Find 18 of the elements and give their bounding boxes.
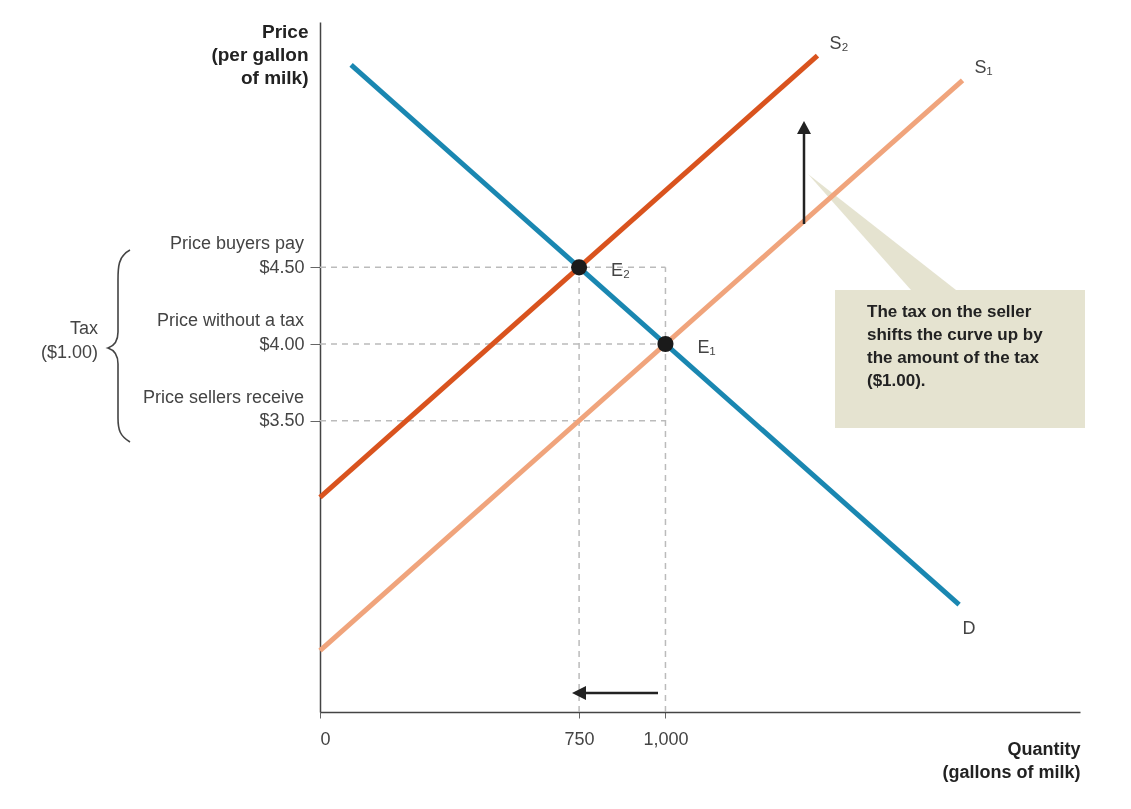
ref-line-label: Price without a tax xyxy=(156,310,304,330)
series-label: E₁ xyxy=(697,337,716,357)
x-tick-label: 0 xyxy=(320,728,331,749)
x-tick-label: 1,000 xyxy=(643,728,689,749)
y-tick-label: $3.50 xyxy=(259,410,305,431)
x-axis-title: Quantity (gallons of milk) xyxy=(942,738,1081,782)
y-tick-label: $4.00 xyxy=(259,333,305,354)
series-label: S₁ xyxy=(974,57,993,78)
series-label: E₂ xyxy=(611,260,631,281)
y-tick-label: $4.50 xyxy=(259,256,305,277)
ref-line-label: Price buyers pay xyxy=(169,233,304,254)
series-label: D xyxy=(962,617,976,638)
x-tick-label: 750 xyxy=(564,728,595,749)
annotation: The tax on the seller shifts the curve up by the amount of the tax ($1.00). xyxy=(835,290,1085,428)
ref-line-label: Price sellers receive xyxy=(142,386,304,407)
text: Tax ($1.00) xyxy=(39,317,98,364)
y-axis-title: Price (per gallon of milk) xyxy=(211,20,309,88)
series-label: S₂ xyxy=(829,32,849,53)
